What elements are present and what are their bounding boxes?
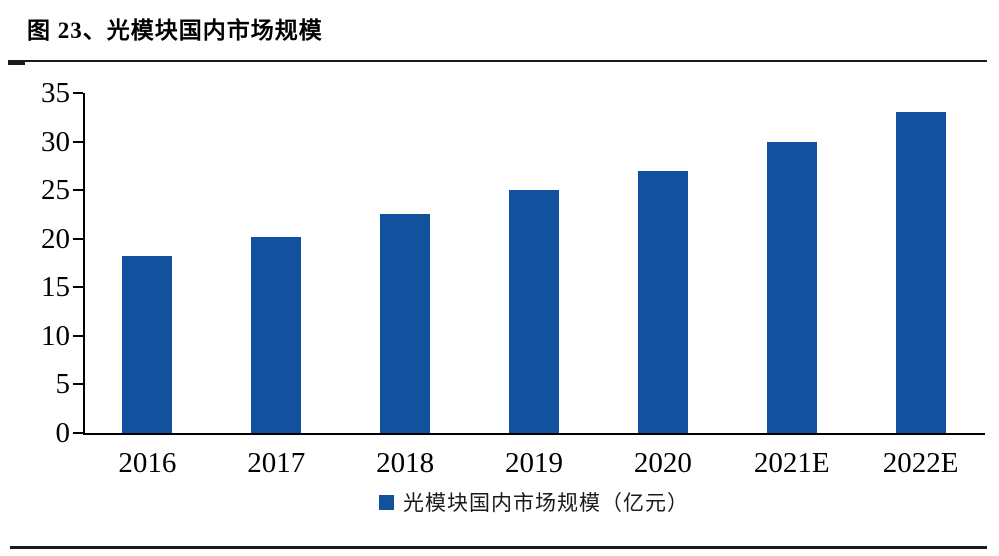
x-tick-label: 2021E [753, 447, 830, 479]
y-tick-mark [73, 286, 83, 289]
y-tick-label: 20 [41, 222, 70, 255]
bar-2021E [766, 141, 817, 433]
top-divider [8, 60, 987, 62]
top-divider-stub [8, 62, 25, 65]
y-tick-mark [73, 383, 83, 386]
legend-label: 光模块国内市场规模（亿元） [403, 491, 689, 515]
y-tick-label: 35 [41, 77, 70, 109]
x-tick-label: 2017 [247, 447, 306, 479]
y-tick-mark [73, 334, 83, 337]
plot-area [83, 93, 985, 435]
x-tick-label: 2019 [504, 447, 563, 479]
bar-2022E [895, 112, 946, 433]
bar-2019 [509, 190, 559, 433]
bar-2016 [122, 256, 173, 433]
y-tick-label: 25 [41, 174, 70, 207]
x-tick-label: 2020 [633, 447, 692, 479]
y-tick-label: 30 [41, 125, 70, 158]
y-tick-mark [73, 237, 83, 240]
bar-2017 [251, 236, 302, 433]
y-tick-mark [73, 432, 83, 434]
bottom-divider [10, 546, 987, 549]
chart-legend: 光模块国内市场规模（亿元） [83, 487, 985, 517]
y-tick-mark [73, 140, 83, 143]
y-tick-mark [73, 92, 83, 94]
y-tick-label: 10 [41, 319, 70, 352]
x-tick-label: 2018 [376, 447, 435, 479]
y-tick-label: 5 [55, 368, 71, 401]
bar-2018 [380, 214, 431, 433]
y-tick-mark [73, 189, 83, 192]
y-tick-label: 0 [55, 417, 71, 449]
y-tick-label: 15 [41, 271, 70, 304]
figure-title: 图 23、光模块国内市场规模 [27, 18, 323, 43]
x-tick-label: 2016 [118, 447, 177, 479]
bar-2020 [637, 170, 688, 433]
legend-swatch-icon [379, 494, 394, 510]
x-tick-label: 2022E [882, 447, 959, 479]
